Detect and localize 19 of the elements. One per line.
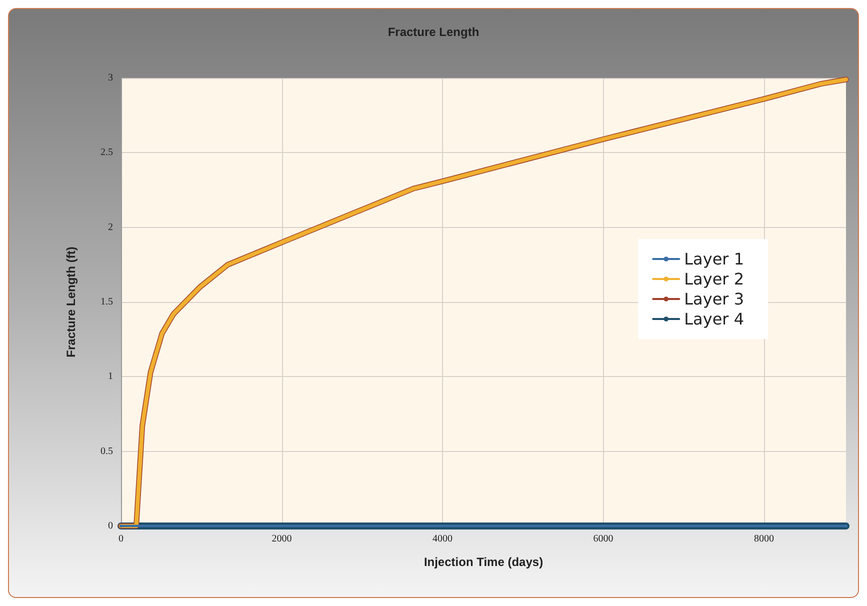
y-tick-label: 3 [108,72,113,84]
x-tick-label: 2000 [272,534,292,544]
x-tick-label: 0 [118,534,124,544]
x-tick-label: 4000 [432,534,453,544]
y-axis-title: Fracture Length (ft) [64,246,78,358]
y-tick-label: 2.5 [100,147,113,158]
legend-label: Layer 3 [684,290,744,308]
legend-label: Layer 1 [684,250,744,268]
x-tick-label: 6000 [593,534,614,544]
y-tick-label: 1 [108,371,113,382]
legend-label: Layer 2 [684,270,744,288]
chart-title: Fracture Length [388,25,480,39]
legend-label: Layer 4 [684,310,744,328]
y-tick-label: 0.5 [100,446,113,457]
y-tick-label: 1.5 [100,296,113,308]
y-tick-label: 0 [108,520,113,532]
y-tick-label: 2 [108,222,113,233]
x-axis-title: Injection Time (days) [424,555,544,569]
x-tick-label: 8000 [754,534,774,544]
